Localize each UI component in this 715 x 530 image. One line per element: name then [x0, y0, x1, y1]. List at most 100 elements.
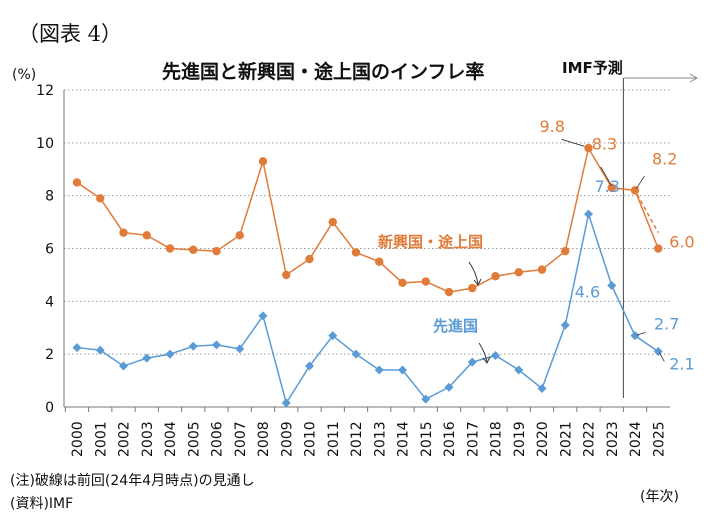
- data-point: [165, 349, 175, 359]
- series-label-arrow: [478, 342, 488, 363]
- data-point: [467, 357, 477, 367]
- y-tick-label: 6: [45, 242, 54, 258]
- data-label-leader: [561, 138, 585, 147]
- series-name-label: 新興国・途上国: [378, 233, 483, 251]
- x-tick-label: 2018: [489, 421, 505, 457]
- data-point: [421, 277, 430, 286]
- series-line: [76, 146, 659, 293]
- data-point: [514, 365, 524, 375]
- data-point: [630, 186, 640, 195]
- x-tick-label: 2013: [372, 421, 388, 457]
- data-label: 8.2: [652, 149, 677, 168]
- data-label-leader: [636, 331, 646, 336]
- x-tick-label: 2025: [651, 421, 667, 457]
- x-tick-label: 2006: [210, 421, 226, 457]
- gridlines: [64, 89, 670, 355]
- series-label-arrowhead: [482, 356, 491, 364]
- data-point: [188, 341, 198, 351]
- y-axis-unit: (%): [12, 67, 37, 83]
- data-point: [514, 268, 523, 277]
- y-tick-label: 8: [45, 189, 54, 205]
- data-point: [351, 248, 361, 257]
- figure-label: （図表 4）: [18, 22, 123, 46]
- series-line: [76, 211, 659, 405]
- x-tick-label: 2012: [349, 421, 365, 457]
- data-point: [630, 331, 640, 341]
- forecast-arrow-head: [689, 73, 699, 83]
- data-label: 2.1: [669, 355, 694, 374]
- data-point: [491, 272, 500, 281]
- y-tick-label: 2: [45, 347, 54, 363]
- data-label: 6.0: [669, 233, 694, 252]
- data-point: [654, 244, 663, 253]
- data-point: [235, 344, 245, 354]
- data-point: [421, 394, 431, 404]
- data-point: [375, 257, 384, 266]
- y-tick-label: 10: [36, 136, 54, 152]
- x-tick-label: 2005: [186, 421, 202, 457]
- data-point: [398, 278, 407, 288]
- data-point: [258, 157, 268, 166]
- data-point: [72, 178, 82, 187]
- chart-title: 先進国と新興国・途上国のインフレ率: [162, 61, 485, 83]
- data-point: [119, 228, 128, 237]
- data-point: [282, 270, 291, 280]
- data-point: [374, 365, 384, 375]
- x-tick-label: 2002: [117, 421, 133, 457]
- data-label-leader: [659, 352, 665, 362]
- x-tick-label: 2014: [396, 421, 412, 457]
- x-tick-label: 2011: [326, 421, 342, 457]
- data-point: [119, 361, 128, 371]
- x-tick-label: 2003: [140, 421, 156, 457]
- data-label: 9.8: [540, 117, 565, 136]
- y-tick-label: 4: [45, 294, 54, 310]
- chart-source: (資料)IMF: [10, 496, 74, 512]
- data-label: 7.3: [595, 177, 620, 196]
- x-tick-label: 2001: [93, 421, 109, 457]
- data-point: [142, 353, 152, 363]
- data-point: [95, 345, 105, 355]
- data-point: [212, 246, 221, 256]
- data-point: [653, 347, 663, 357]
- series-label-arrow: [468, 261, 479, 285]
- data-point: [491, 350, 500, 360]
- data-point: [189, 245, 198, 255]
- x-tick-label: 2010: [303, 421, 319, 457]
- data-point: [584, 143, 593, 153]
- x-tick-label: 2007: [233, 421, 249, 457]
- x-tick-label: 2015: [419, 421, 435, 457]
- imf-forecast-label: IMF予測: [562, 59, 623, 77]
- data-point: [398, 365, 407, 375]
- data-point: [165, 244, 175, 253]
- x-tick-label: 2019: [512, 421, 528, 457]
- series-layer: [72, 143, 663, 408]
- data-point: [258, 311, 268, 321]
- x-tick-label: 2022: [582, 421, 598, 457]
- data-label: 8.3: [592, 135, 617, 154]
- data-point: [561, 246, 570, 256]
- data-label: 2.7: [654, 315, 679, 334]
- data-label: 4.6: [575, 282, 600, 301]
- x-tick-label: 2009: [279, 421, 295, 457]
- data-point: [444, 382, 454, 392]
- x-tick-label: 2023: [605, 421, 621, 457]
- forecast-marker: [622, 73, 699, 398]
- x-axis-unit: (年次): [640, 489, 679, 505]
- data-point: [537, 384, 547, 394]
- data-point: [607, 280, 617, 290]
- series-name-label: 先進国: [433, 317, 478, 335]
- x-tick-label: 2008: [256, 421, 272, 457]
- data-point: [235, 231, 244, 240]
- data-point: [72, 343, 82, 353]
- series-label-arrowhead: [473, 278, 482, 286]
- data-point: [351, 349, 361, 359]
- y-tick-label: 12: [36, 83, 54, 99]
- x-tick-label: 2004: [163, 421, 179, 457]
- data-point: [607, 183, 616, 192]
- data-point: [328, 217, 337, 227]
- x-tick-label: 2017: [465, 421, 481, 457]
- x-tick-label: 2020: [535, 421, 551, 457]
- data-point: [305, 254, 314, 264]
